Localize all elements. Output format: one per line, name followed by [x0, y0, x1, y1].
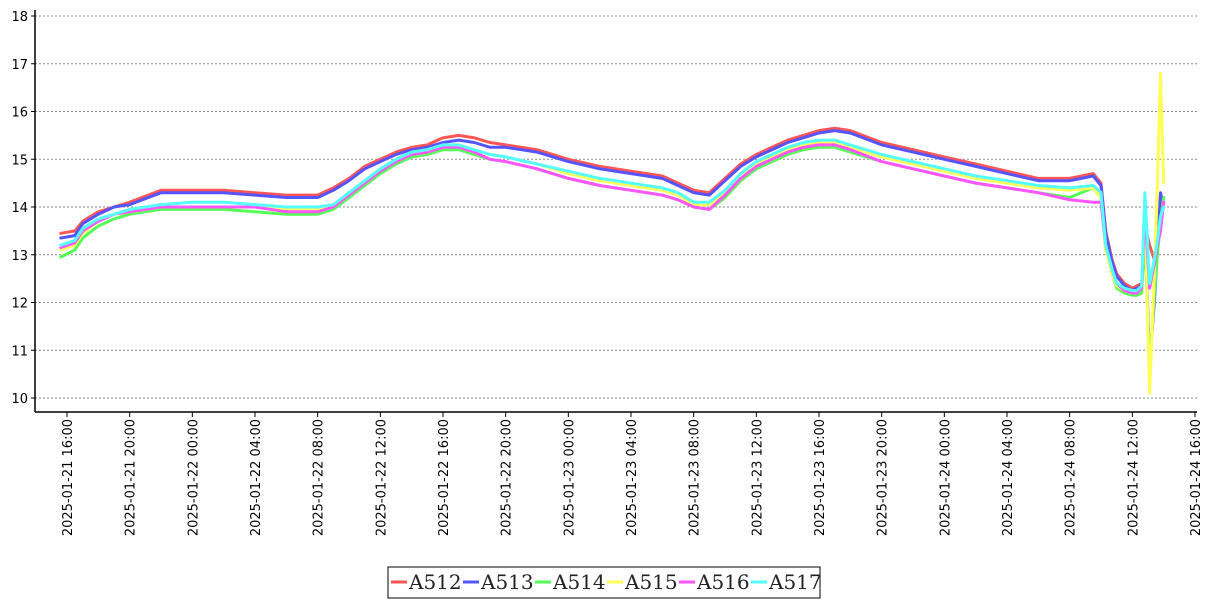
x-tick-label: 2025-01-23 12:00: [750, 419, 765, 536]
legend-label-a513: A513: [480, 570, 534, 594]
legend-label-a517: A517: [768, 570, 822, 594]
legend-label-a515: A515: [624, 570, 678, 594]
y-tick-label: 10: [11, 392, 28, 407]
y-tick-label: 14: [11, 201, 28, 216]
legend-box: [387, 566, 821, 599]
x-tick-label: 2025-01-22 04:00: [249, 419, 264, 536]
x-tick-label: 2025-01-24 00:00: [938, 419, 953, 536]
x-tick-label: 2025-01-24 08:00: [1064, 419, 1079, 536]
x-tick-label: 2025-01-24 12:00: [1126, 419, 1141, 536]
legend: A512 A513 A514 A515 A516 A517: [387, 566, 822, 599]
x-tick-label: 2025-01-23 04:00: [625, 419, 640, 536]
x-tick-label: 2025-01-23 00:00: [562, 419, 577, 536]
x-tick-label: 2025-01-21 20:00: [124, 419, 139, 536]
x-tick-label: 2025-01-22 08:00: [312, 419, 327, 536]
series-line-a517: [59, 138, 1166, 293]
x-axis-ticks: 2025-01-21 16:00 2025-01-21 20:00 2025-01-…: [61, 412, 1204, 536]
legend-label-a512: A512: [408, 570, 462, 594]
y-tick-label: 16: [11, 106, 28, 121]
x-tick-label: 2025-01-24 04:00: [1001, 419, 1016, 536]
series-line-a515: [59, 71, 1166, 395]
series-line-a513: [59, 129, 1166, 367]
x-tick-label: 2025-01-24 16:00: [1189, 419, 1204, 536]
y-tick-label: 11: [11, 344, 28, 359]
x-tick-label: 2025-01-23 20:00: [876, 419, 891, 536]
y-tick-label: 18: [11, 10, 28, 25]
x-tick-label: 2025-01-23 16:00: [813, 419, 828, 536]
y-tick-label: 15: [11, 153, 28, 168]
x-tick-label: 2025-01-23 08:00: [688, 419, 703, 536]
y-tick-label: 12: [11, 297, 28, 312]
x-tick-label: 2025-01-22 20:00: [500, 419, 515, 536]
x-tick-label: 2025-01-22 16:00: [437, 419, 452, 536]
y-axis-ticks: 10 11 12 13 14 15 16 17 18: [11, 10, 35, 407]
x-tick-label: 2025-01-22 12:00: [374, 419, 389, 536]
axes: [34, 10, 1197, 413]
legend-label-a516: A516: [696, 570, 750, 594]
series-lines: [59, 71, 1166, 395]
legend-label-a514: A514: [552, 570, 606, 594]
y-tick-label: 17: [11, 58, 28, 73]
y-tick-label: 13: [11, 249, 28, 264]
x-tick-label: 2025-01-21 16:00: [61, 419, 76, 536]
x-tick-label: 2025-01-22 00:00: [186, 419, 201, 536]
